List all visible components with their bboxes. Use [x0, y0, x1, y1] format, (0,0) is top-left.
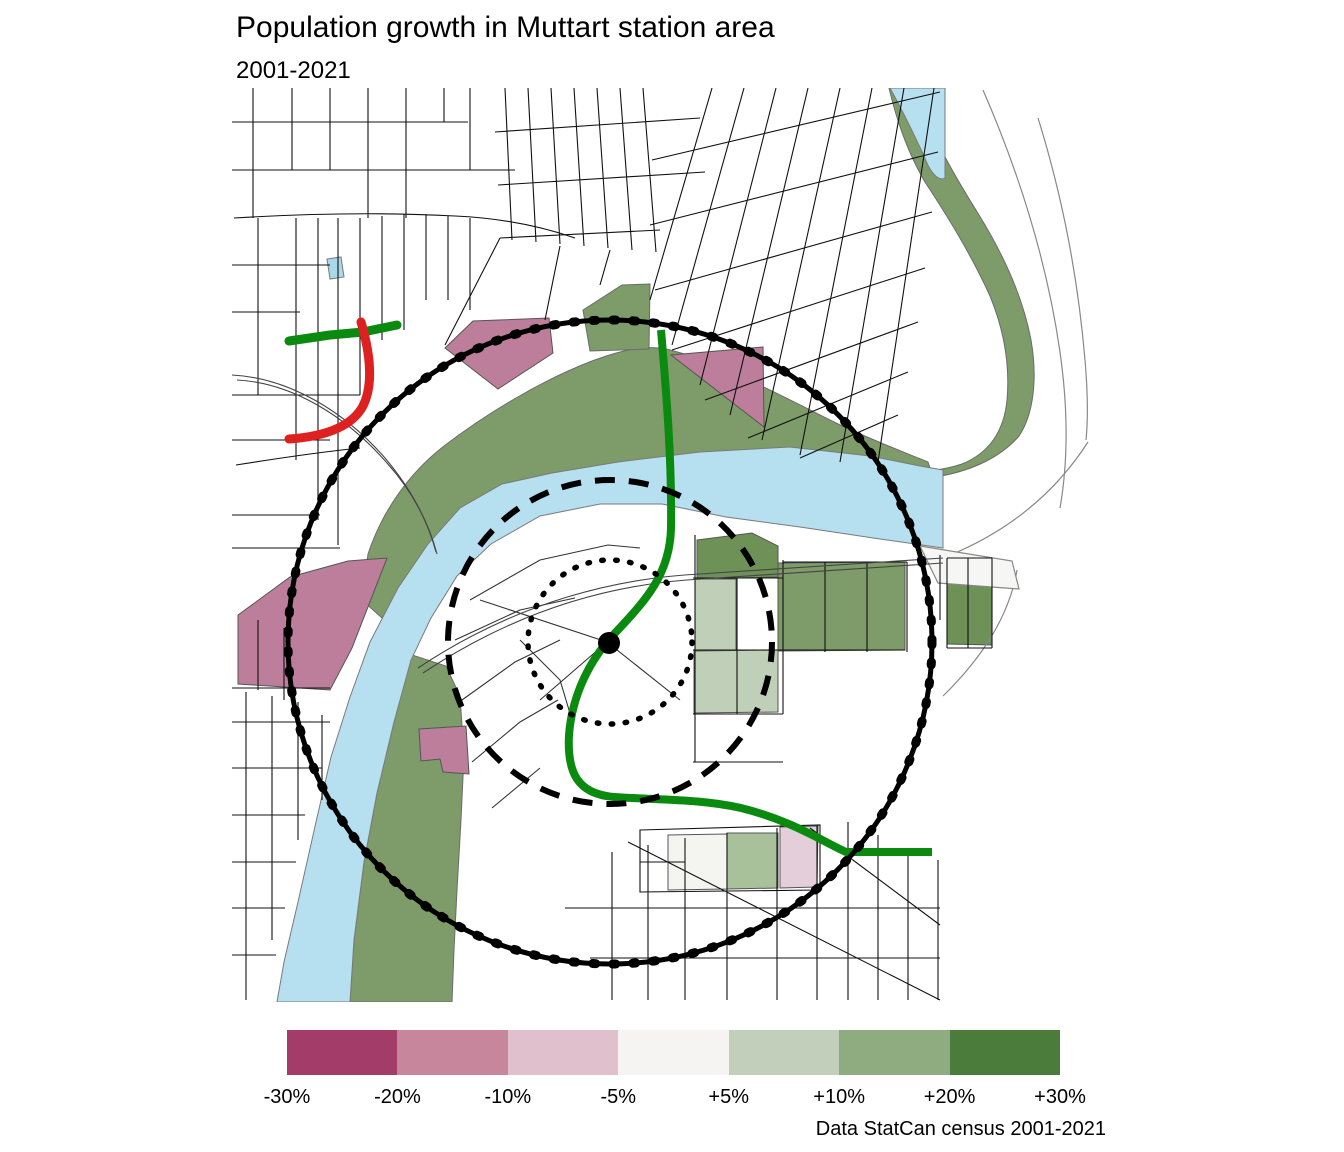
legend-tick-label: +10%: [813, 1086, 865, 1108]
walk-ring-inner: [525, 557, 695, 727]
river-main: [276, 446, 944, 1002]
census-block-growth-mid: [777, 561, 906, 652]
legend-tick-label: -30%: [263, 1086, 311, 1108]
legend-swatch: [618, 1030, 729, 1075]
valley-band-hook: [888, 88, 1035, 477]
legend-bar: [287, 1030, 1060, 1075]
page-subtitle: 2001-2021: [236, 57, 351, 84]
legend-tick-label: +20%: [923, 1086, 976, 1108]
census-block-decline-triangle: [669, 346, 765, 429]
census-block-growth-dark-a: [696, 532, 779, 580]
road-bridge: [232, 374, 944, 674]
page-title: Population growth in Muttart station are…: [236, 11, 775, 44]
valley-band-north: [361, 347, 933, 619]
red-route-line: [284, 317, 374, 444]
legend-swatch: [287, 1030, 398, 1075]
contour-lines: [918, 89, 1089, 697]
walk-ring-middle: [445, 477, 775, 807]
legend-tick-label: -20%: [374, 1086, 421, 1108]
pond: [326, 256, 345, 280]
data-caption: Data StatCan census 2001-2021: [815, 1118, 1106, 1140]
river: [276, 88, 946, 1002]
legend-ticks: -30% -20% -10% -5% +5% +10% +20% +30%: [264, 1086, 1086, 1112]
transit-line: [564, 329, 932, 856]
census-block-decline-riverbank: [418, 725, 470, 775]
legend-tick-label: -10%: [484, 1086, 532, 1108]
legend-swatch: [397, 1030, 508, 1075]
transit-line-spur: [284, 320, 402, 346]
legend-tick-label: +30%: [1034, 1086, 1086, 1108]
legend-swatch: [949, 1030, 1060, 1075]
legend-tick-label: +5%: [708, 1086, 749, 1108]
legend-swatch: [839, 1030, 950, 1075]
legend-swatch: [728, 1030, 840, 1075]
census-block-growth-south: [726, 832, 779, 890]
walk-rings: [283, 315, 937, 969]
legend-tick-label: -5%: [600, 1086, 637, 1108]
census-block-decline-topcenter: [444, 317, 554, 390]
walk-ring-outer-texture: [283, 315, 937, 969]
census-blocks: [237, 317, 993, 891]
street-network: [232, 88, 993, 1001]
legend-swatch: [507, 1030, 619, 1075]
station-marker: [598, 632, 620, 654]
census-block-growth-light-a: [694, 578, 737, 652]
